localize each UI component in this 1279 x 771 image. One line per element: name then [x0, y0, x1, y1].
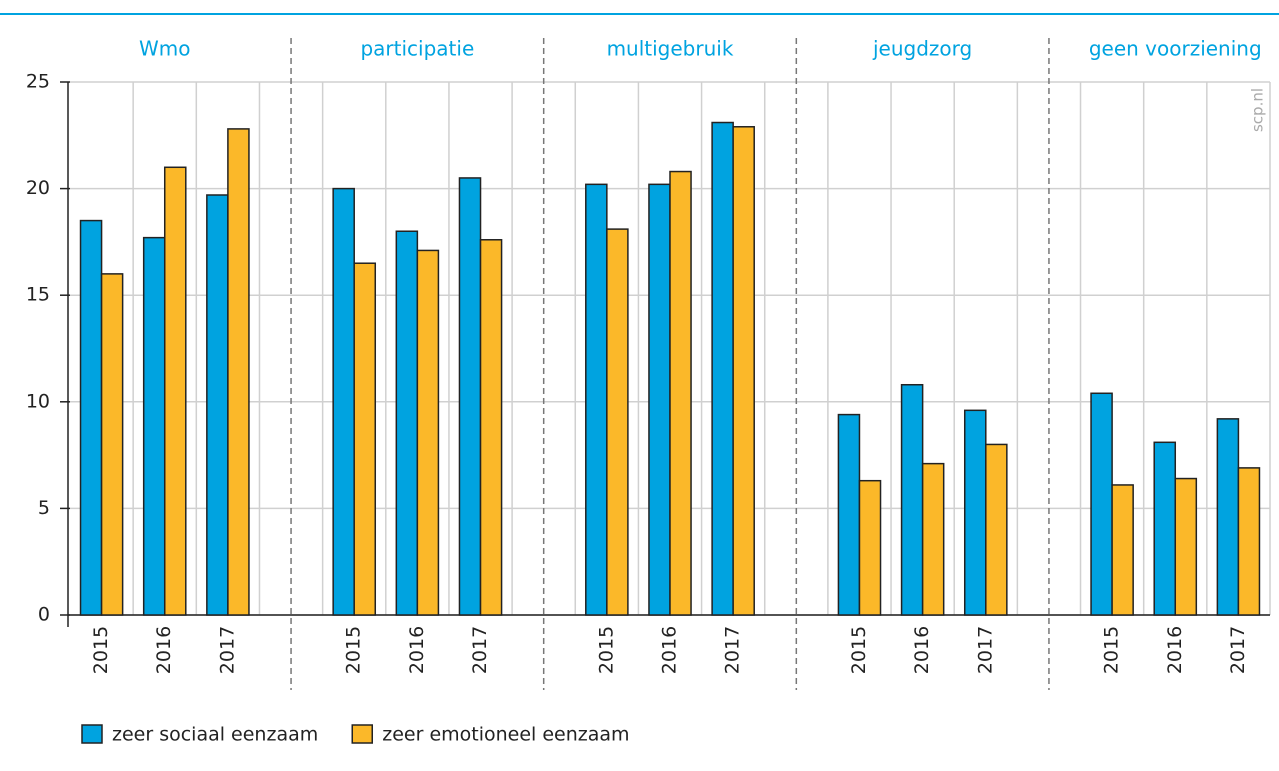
x-tick-label: 2017	[974, 626, 996, 674]
bar	[416, 249, 440, 616]
bar	[669, 170, 692, 616]
bar	[206, 194, 229, 616]
x-tick-label: 2015	[90, 626, 112, 674]
legend-swatch	[81, 724, 103, 744]
bar	[1111, 484, 1134, 616]
bar	[458, 177, 482, 616]
bar	[100, 273, 124, 616]
bar	[900, 383, 924, 616]
x-tick-label: 2017	[722, 626, 744, 674]
bar	[858, 479, 882, 616]
x-tick-label: 2015	[848, 626, 870, 674]
bar	[479, 239, 503, 616]
x-tick-label: 2017	[216, 626, 238, 674]
x-tick-label: 2016	[911, 626, 933, 674]
bar	[1174, 477, 1198, 616]
legend-swatch	[351, 724, 373, 744]
y-tick-label: 15	[26, 284, 50, 306]
bar	[585, 183, 608, 616]
x-tick-label: 2016	[406, 626, 428, 674]
y-tick-label: 5	[38, 497, 50, 519]
legend-label: zeer sociaal eenzaam	[112, 724, 318, 746]
bar	[353, 262, 377, 616]
bar	[837, 413, 861, 616]
x-tick-label: 2017	[1227, 626, 1249, 674]
legend-label: zeer emotioneel eenzaam	[382, 724, 629, 746]
x-tick-label: 2016	[153, 626, 175, 674]
bar	[79, 219, 103, 616]
bar	[227, 128, 250, 616]
bar	[732, 126, 755, 616]
group-label: participatie	[360, 37, 474, 61]
bar	[711, 121, 734, 616]
y-tick-label: 10	[26, 390, 50, 412]
bar	[606, 228, 629, 616]
bar	[163, 166, 187, 616]
bar	[395, 230, 419, 616]
group-label: jeugdzorg	[872, 37, 972, 61]
bar	[1153, 441, 1177, 616]
group-label: multigebruik	[607, 37, 734, 61]
bar	[963, 409, 987, 616]
y-tick-label: 25	[26, 71, 50, 93]
x-tick-label: 2016	[659, 626, 681, 674]
x-tick-label: 2015	[343, 626, 365, 674]
bar	[921, 462, 945, 616]
group-label: geen voorziening	[1089, 37, 1262, 61]
x-tick-label: 2017	[469, 626, 491, 674]
bar	[1090, 392, 1113, 616]
y-tick-label: 20	[26, 177, 50, 199]
bar	[985, 443, 1008, 616]
bar	[1237, 467, 1261, 616]
bar	[1216, 418, 1240, 616]
bar	[648, 183, 671, 616]
x-tick-label: 2015	[1101, 626, 1123, 674]
bar	[332, 187, 355, 616]
y-tick-label: 0	[38, 604, 50, 626]
x-tick-label: 2016	[1164, 626, 1186, 674]
bar	[142, 236, 166, 616]
x-tick-label: 2015	[595, 626, 617, 674]
source: scp.nl	[1249, 88, 1267, 132]
group-label: Wmo	[139, 37, 191, 61]
